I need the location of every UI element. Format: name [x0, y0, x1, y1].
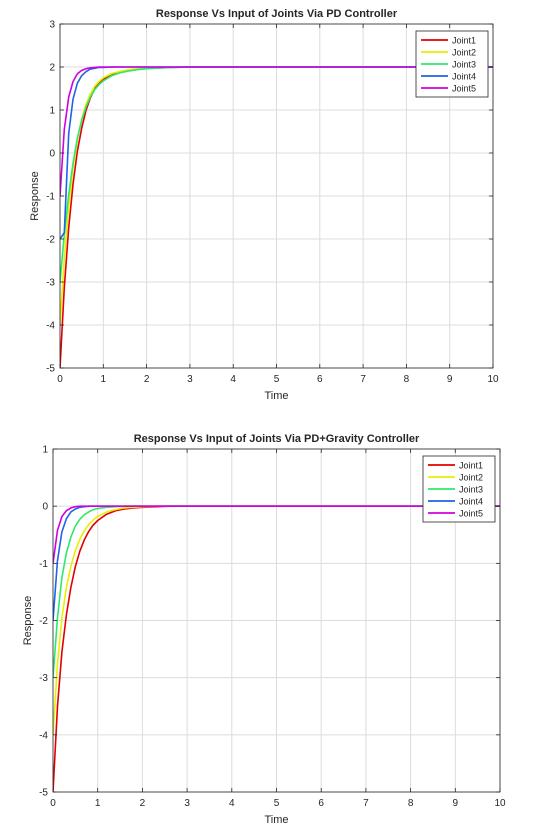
x-tick-label: 7 — [363, 798, 369, 809]
chart-title: Response Vs Input of Joints Via PD Contr… — [156, 8, 398, 20]
legend-label-joint3: Joint3 — [459, 485, 483, 495]
x-tick-label: 8 — [408, 798, 414, 809]
x-tick-label: 10 — [487, 374, 499, 385]
series-line-joint5 — [53, 505, 500, 564]
x-tick-label: 1 — [101, 374, 107, 385]
x-tick-label: 7 — [360, 374, 366, 385]
y-tick-label: 3 — [49, 20, 55, 31]
series-line-joint5 — [60, 66, 493, 197]
y-axis-label: Response — [29, 171, 41, 221]
chart-pd-controller: 0 1 2 3 4 5 6 7 8 9 10 3 2 1 0 -1 -2 -3 -4 -5 Response Vs In… — [0, 0, 553, 410]
legend-label-joint2: Joint2 — [452, 48, 476, 58]
x-tick-label: 2 — [140, 798, 146, 809]
legend: Joint1 Joint2 Joint3 Joint4 Joint5 — [422, 455, 496, 523]
chart-pd-gravity-controller: 0 1 2 3 4 5 6 7 8 9 10 1 0 -1 -2 -3 -4 -5 Response Vs Inpu… — [0, 425, 553, 829]
legend-label-joint1: Joint1 — [459, 461, 483, 471]
x-tick-label: 1 — [95, 798, 101, 809]
legend-label-joint4: Joint4 — [452, 72, 476, 82]
chart-title: Response Vs Input of Joints Via PD+Gravi… — [134, 433, 420, 445]
x-axis-label: Time — [264, 390, 288, 402]
y-tick-label: 1 — [42, 445, 48, 456]
y-tick-label: 2 — [49, 63, 55, 74]
y-tick-label: 1 — [49, 106, 55, 117]
x-axis-label: Time — [264, 814, 288, 826]
x-tick-label: 10 — [494, 798, 506, 809]
x-tick-label: 0 — [57, 374, 63, 385]
x-tick-label: 3 — [184, 798, 190, 809]
y-axis-label: Response — [22, 596, 34, 646]
y-tick-label: -5 — [46, 364, 55, 375]
x-tick-label: 5 — [274, 374, 280, 385]
legend-label-joint4: Joint4 — [459, 497, 483, 507]
y-tick-label: -2 — [46, 235, 55, 246]
y-tick-label: -3 — [46, 278, 55, 289]
y-tick-label: -2 — [39, 616, 48, 627]
y-tick-label: -1 — [46, 192, 55, 203]
legend-label-joint5: Joint5 — [459, 509, 483, 519]
x-tick-label: 8 — [404, 374, 410, 385]
legend-label-joint3: Joint3 — [452, 60, 476, 70]
x-tick-label: 5 — [274, 798, 280, 809]
legend-label-joint2: Joint2 — [459, 473, 483, 483]
x-tick-label: 6 — [317, 374, 323, 385]
x-tick-label: 6 — [318, 798, 324, 809]
legend-label-joint5: Joint5 — [452, 84, 476, 94]
y-tick-label: -3 — [39, 673, 48, 684]
x-tick-label: 9 — [447, 374, 453, 385]
y-tick-label: 0 — [49, 149, 55, 160]
x-tick-label: 3 — [187, 374, 193, 385]
y-tick-label: 0 — [42, 502, 48, 513]
y-tick-label: -4 — [39, 730, 48, 741]
legend: Joint1 Joint2 Joint3 Joint4 Joint5 — [415, 30, 489, 98]
x-tick-label: 4 — [230, 374, 236, 385]
x-tick-label: 9 — [453, 798, 459, 809]
x-tick-label: 4 — [229, 798, 235, 809]
legend-label-joint1: Joint1 — [452, 36, 476, 46]
x-tick-label: 0 — [50, 798, 56, 809]
y-tick-label: -1 — [39, 559, 48, 570]
y-tick-label: -4 — [46, 321, 55, 332]
y-tick-label: -5 — [39, 788, 48, 799]
x-tick-label: 2 — [144, 374, 150, 385]
